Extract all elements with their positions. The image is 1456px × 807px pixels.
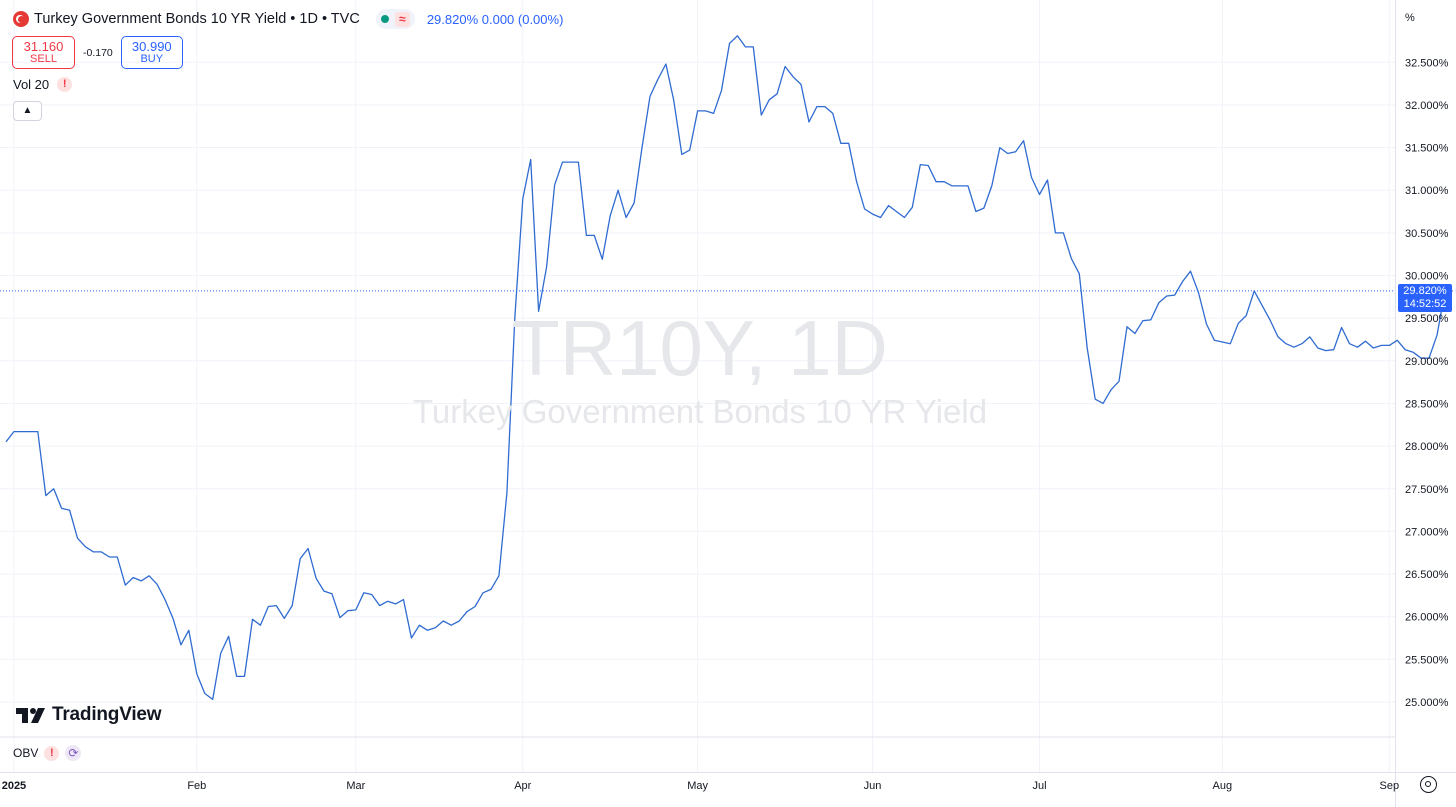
- price-tick-label: 27.000%: [1405, 526, 1449, 538]
- tradingview-logo[interactable]: TradingView: [16, 704, 162, 726]
- data-delay-wave-icon[interactable]: ≈: [394, 11, 410, 27]
- series-legend[interactable]: Turkey Government Bonds 10 YR Yield • 1D…: [13, 9, 563, 29]
- countdown-timer: 14:52:52: [1403, 297, 1447, 310]
- price-tick-label: 25.000%: [1405, 697, 1449, 709]
- buy-button[interactable]: 30.990 BUY: [120, 36, 183, 69]
- sell-label: SELL: [30, 53, 57, 65]
- last-price-tag: 29.820% 14:52:52: [1398, 283, 1452, 312]
- time-tick-label: Jun: [864, 780, 882, 792]
- collapse-legend-button[interactable]: ▲: [13, 101, 42, 121]
- price-tick-label: 30.500%: [1405, 228, 1449, 240]
- obv-indicator-legend[interactable]: OBV ! ⟳: [13, 745, 82, 761]
- spread-value: -0.170: [83, 46, 113, 59]
- scale-settings-gear-icon[interactable]: [1420, 776, 1437, 793]
- trade-panel: 31.160 SELL -0.170 30.990 BUY: [12, 36, 183, 69]
- turkey-flag-icon: [13, 11, 29, 27]
- price-tick-label: 30.000%: [1405, 271, 1449, 283]
- time-tick-label: Jul: [1032, 780, 1046, 792]
- market-open-dot-icon: [380, 15, 389, 23]
- buy-label: BUY: [140, 53, 164, 65]
- price-tick-label: 29.000%: [1405, 356, 1449, 368]
- obv-refresh-icon[interactable]: ⟳: [65, 745, 82, 761]
- volume-indicator-label[interactable]: Vol 20: [13, 77, 50, 92]
- volume-warning-icon[interactable]: !: [57, 77, 73, 92]
- price-tick-label: 32.500%: [1405, 57, 1449, 69]
- obv-indicator-label[interactable]: OBV: [13, 746, 39, 760]
- time-tick-label: May: [687, 780, 708, 792]
- price-tick-label: 32.000%: [1405, 100, 1449, 112]
- last-price-value: 29.820%: [1403, 284, 1447, 297]
- price-tick-label: 27.500%: [1405, 484, 1449, 496]
- logo-text: TradingView: [52, 704, 162, 725]
- series-line-tr10y[interactable]: [5, 35, 1453, 701]
- symbol-title[interactable]: Turkey Government Bonds 10 YR Yield • 1D…: [34, 11, 360, 27]
- watermark-symbol: TR10Y, 1D: [512, 304, 888, 392]
- market-status[interactable]: ≈: [375, 9, 415, 29]
- time-tick-label: Sep: [1380, 780, 1400, 792]
- price-tick-label: 31.000%: [1405, 185, 1449, 197]
- price-tick-label: 26.000%: [1405, 612, 1449, 624]
- time-scale[interactable]: 2025 Feb Mar Apr May Jun Jul Aug Sep: [2, 780, 1399, 792]
- sell-price: 31.160: [23, 39, 64, 54]
- tradingview-logo-icon: [16, 708, 45, 723]
- time-tick-label: Aug: [1213, 780, 1233, 792]
- watermark-description: Turkey Government Bonds 10 YR Yield: [412, 393, 988, 430]
- price-tick-label: 26.500%: [1405, 569, 1449, 581]
- time-tick-label: Apr: [514, 780, 531, 792]
- grid: [0, 0, 1395, 772]
- price-scale-unit[interactable]: %: [1405, 12, 1415, 24]
- price-tick-label: 28.000%: [1405, 441, 1449, 453]
- obv-warning-icon[interactable]: !: [44, 745, 60, 761]
- buy-price: 30.990: [131, 39, 172, 54]
- legend-values: 29.820% 0.000 (0.00%): [426, 11, 564, 27]
- volume-indicator-legend[interactable]: Vol 20 !: [13, 77, 73, 92]
- chevron-up-icon: ▲: [22, 105, 33, 116]
- price-scale[interactable]: 25.000% 25.500% 26.000% 26.500% 27.000% 27.50…: [1405, 57, 1449, 709]
- price-tick-label: 31.500%: [1405, 143, 1449, 155]
- price-tick-label: 25.500%: [1405, 654, 1449, 666]
- time-tick-label: Feb: [187, 780, 206, 792]
- time-tick-label: Mar: [346, 780, 365, 792]
- price-tick-label: 29.500%: [1405, 313, 1449, 325]
- sell-button[interactable]: 31.160 SELL: [12, 36, 75, 69]
- price-tick-label: 28.500%: [1405, 398, 1449, 410]
- time-tick-label: 2025: [2, 780, 26, 792]
